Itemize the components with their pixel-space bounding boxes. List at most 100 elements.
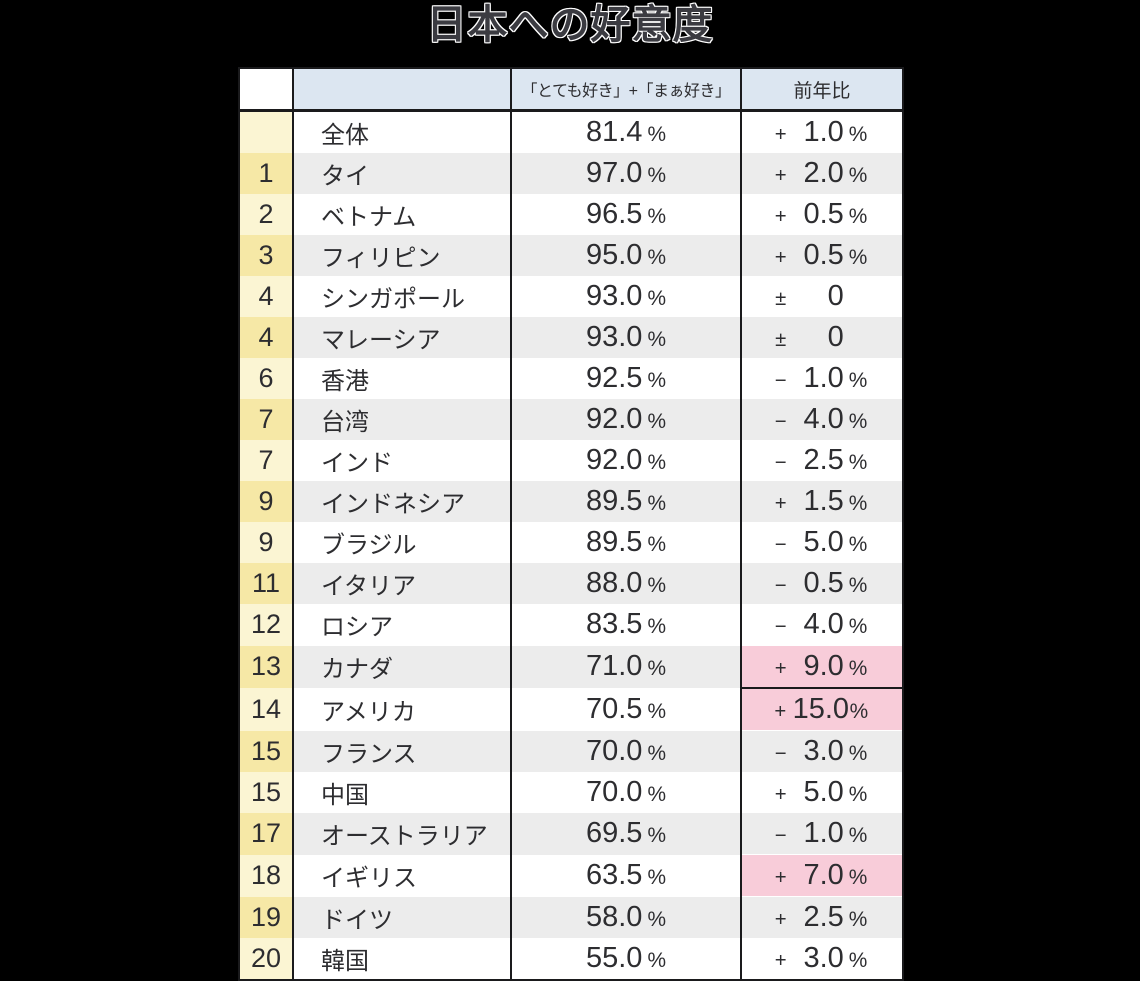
change-cell: −1.0% (740, 358, 903, 399)
rank-cell: 3 (239, 235, 293, 276)
change-cell: +3.0% (740, 938, 903, 980)
change-value-group: +2.0% (768, 157, 876, 190)
data-table: 「とても好き」+「まぁ好き」 前年比 全体 81.4% +1.0% 1 タイ 97.0% +… (238, 67, 904, 981)
header-row: 「とても好き」+「まぁ好き」 前年比 (239, 68, 903, 112)
change-sign: + (774, 124, 787, 146)
change-value: 0.5 (803, 198, 844, 230)
score-cell: 81.4% (510, 110, 741, 153)
change-sign: + (774, 784, 787, 806)
rank-cell: 7 (239, 440, 293, 481)
change-value: 2.5 (803, 444, 844, 476)
change-sign: + (774, 206, 787, 228)
score-cell: 92.0% (510, 399, 741, 440)
change-cell: +0.5% (740, 194, 903, 235)
change-percent-sign: % (848, 949, 868, 972)
change-cell: +7.0% (740, 854, 903, 897)
percent-sign: % (647, 492, 666, 515)
rank-cell: 9 (239, 522, 293, 563)
score-value: 92.0 (585, 444, 643, 476)
rank-cell: 1 (239, 153, 293, 194)
change-value-group: +5.0% (768, 776, 876, 809)
change-percent-sign: % (848, 783, 868, 806)
country-cell: カナダ (292, 645, 511, 688)
table-body: 全体 81.4% +1.0% 1 タイ 97.0% +2.0% 2 ベトナム 96.5% +0.5%… (239, 110, 903, 980)
score-value: 55.0 (585, 942, 643, 974)
change-sign: − (774, 370, 787, 392)
rank-cell: 15 (239, 772, 293, 813)
rank-cell: 11 (239, 563, 293, 604)
percent-sign: % (647, 866, 666, 889)
score-cell: 55.0% (510, 938, 741, 980)
change-value: 1.0 (803, 362, 844, 394)
change-sign: + (774, 701, 787, 723)
table-row: 全体 81.4% +1.0% (239, 110, 903, 153)
change-value-group: +2.5% (768, 901, 876, 934)
score-cell: 63.5% (510, 854, 741, 897)
percent-sign: % (647, 369, 666, 392)
rank-cell: 6 (239, 358, 293, 399)
table-row: 9 インドネシア 89.5% +1.5% (239, 481, 903, 522)
change-value-group: +0.5% (768, 239, 876, 272)
percent-sign: % (647, 287, 666, 310)
change-value-group: −3.0% (768, 735, 876, 768)
change-value: 0 (827, 280, 844, 312)
table-row: 4 マレーシア 93.0% ±0 (239, 317, 903, 358)
percent-sign: % (647, 205, 666, 228)
score-cell: 83.5% (510, 604, 741, 646)
change-cell: ±0 (740, 317, 903, 358)
rank-cell: 14 (239, 688, 293, 731)
change-percent-sign: % (848, 410, 868, 433)
change-sign: − (774, 411, 787, 433)
header-score: 「とても好き」+「まぁ好き」 (510, 68, 741, 112)
percent-sign: % (647, 451, 666, 474)
score-cell: 93.0% (510, 317, 741, 358)
percent-sign: % (647, 657, 666, 681)
change-value-group: +9.0% (768, 650, 876, 683)
score-value: 88.0 (585, 567, 643, 599)
rank-cell: 20 (239, 938, 293, 980)
rank-cell: 4 (239, 317, 293, 358)
country-cell: イギリス (292, 854, 511, 897)
table-row: 12 ロシア 83.5% −4.0% (239, 604, 903, 646)
change-cell: +5.0% (740, 772, 903, 813)
country-cell: フランス (292, 730, 511, 772)
change-sign: − (774, 452, 787, 474)
change-value: 0.5 (803, 239, 844, 271)
change-cell: +1.5% (740, 481, 903, 522)
score-cell: 70.0% (510, 772, 741, 813)
country-cell: 中国 (292, 772, 511, 813)
percent-sign: % (647, 328, 666, 351)
rank-cell: 2 (239, 194, 293, 235)
country-cell: 香港 (292, 358, 511, 399)
country-cell: 韓国 (292, 938, 511, 980)
percent-sign: % (647, 699, 666, 723)
change-cell: +9.0% (740, 645, 903, 689)
change-value: 4.0 (803, 403, 844, 435)
change-percent-sign: % (848, 742, 868, 765)
table-row: 4 シンガポール 93.0% ±0 (239, 276, 903, 317)
country-cell: シンガポール (292, 276, 511, 317)
change-percent-sign: % (848, 164, 868, 187)
country-cell: 台湾 (292, 399, 511, 440)
table-row: 1 タイ 97.0% +2.0% (239, 153, 903, 194)
score-value: 70.0 (585, 734, 643, 767)
rank-cell: 13 (239, 645, 293, 688)
score-value: 97.0 (585, 157, 643, 189)
change-percent-sign: % (848, 824, 868, 847)
country-cell: ブラジル (292, 522, 511, 563)
score-cell: 95.0% (510, 235, 741, 276)
rank-cell: 18 (239, 854, 293, 897)
score-value: 96.5 (585, 198, 643, 230)
percent-sign: % (647, 246, 666, 269)
change-percent-sign: % (848, 908, 868, 931)
score-value: 92.5 (585, 362, 643, 394)
change-sign: + (774, 493, 787, 515)
change-percent-sign: % (848, 369, 868, 392)
country-cell: タイ (292, 153, 511, 194)
change-cell: −4.0% (740, 604, 903, 646)
country-cell: フィリピン (292, 235, 511, 276)
change-value: 2.0 (803, 157, 844, 189)
score-cell: 92.0% (510, 440, 741, 481)
score-value: 83.5 (585, 608, 643, 641)
